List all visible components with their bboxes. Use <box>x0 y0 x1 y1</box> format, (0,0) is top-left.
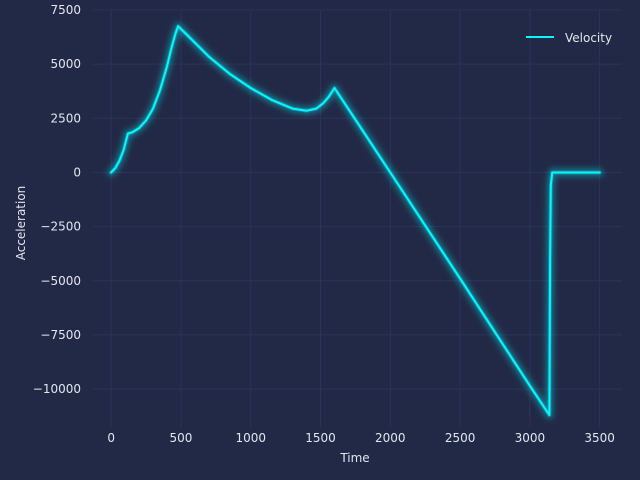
y-axis-label: Acceleration <box>14 186 28 261</box>
y-tick-label: −10000 <box>33 382 81 396</box>
x-tick-label: 3500 <box>584 431 615 445</box>
legend-label: Velocity <box>565 31 612 45</box>
x-tick-label: 0 <box>107 431 115 445</box>
y-tick-label: 5000 <box>50 57 81 71</box>
y-axis-ticks: −10000 −7500 −5000 −2500 0 2500 5000 7500 <box>33 3 81 396</box>
series-line-velocity <box>110 25 601 417</box>
x-axis-label: Time <box>339 451 369 465</box>
y-tick-label: 2500 <box>50 111 81 125</box>
y-tick-label: −2500 <box>40 220 81 234</box>
legend: Velocity <box>526 31 612 45</box>
y-tick-label: −7500 <box>40 328 81 342</box>
x-tick-label: 1000 <box>235 431 266 445</box>
y-tick-label: 7500 <box>50 3 81 17</box>
series-layer <box>110 25 601 417</box>
x-tick-label: 3000 <box>515 431 546 445</box>
x-tick-label: 1500 <box>305 431 336 445</box>
x-axis-ticks: 0 500 1000 1500 2000 2500 3000 3500 <box>107 431 615 445</box>
y-tick-label: −5000 <box>40 274 81 288</box>
x-tick-label: 500 <box>169 431 192 445</box>
y-tick-label: 0 <box>73 165 81 179</box>
x-tick-label: 2500 <box>445 431 476 445</box>
x-tick-label: 2000 <box>375 431 406 445</box>
